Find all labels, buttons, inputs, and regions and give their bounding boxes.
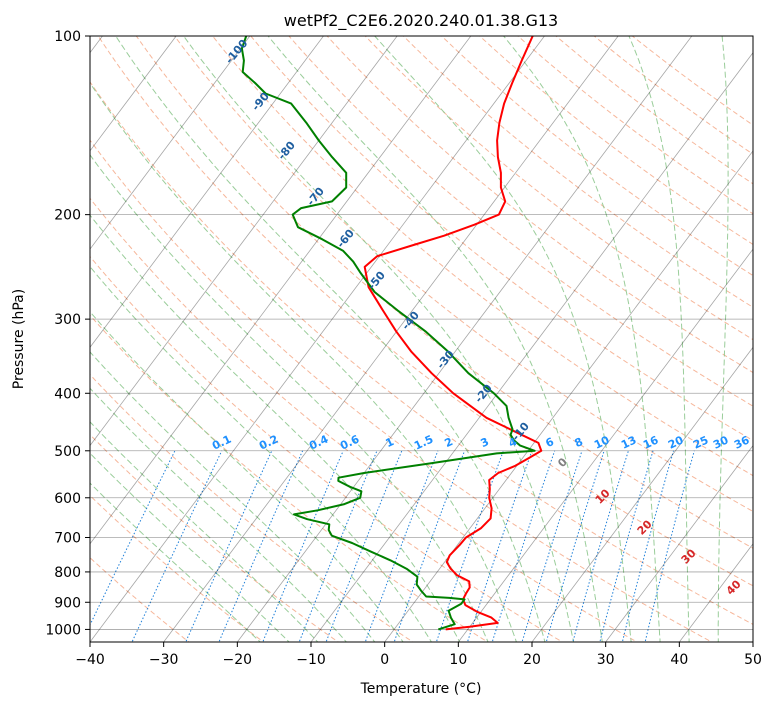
y-tick-label: 500	[54, 444, 81, 460]
isotherm-line	[310, 51, 753, 642]
mixing-ratio-label: 20	[666, 433, 686, 451]
mixing-ratio-line	[521, 450, 583, 642]
mixing-ratio-line	[621, 450, 674, 642]
mixing-ratio-line	[131, 450, 223, 642]
x-axis: −40 −30 −20 −10 0 10 20 30 40 50	[75, 642, 762, 668]
isotherm-line	[384, 150, 753, 642]
moist-adiabat-line	[90, 421, 319, 642]
dry-adiabat-line	[90, 255, 564, 642]
moist-adiabat-line	[183, 36, 575, 642]
x-tick-label: 40	[670, 652, 688, 668]
y-tick-label: 900	[54, 595, 81, 611]
mixing-ratio-line	[491, 450, 556, 642]
moist-adiabat-line	[90, 265, 432, 642]
dry-adiabat-line	[97, 36, 753, 587]
dry-adiabat-line	[90, 433, 340, 642]
y-axis-label: Pressure (hPa)	[11, 289, 27, 389]
y-tick-label: 100	[54, 29, 81, 45]
moist-adiabat-line	[90, 351, 376, 642]
mixing-ratio-line	[545, 450, 605, 642]
y-tick-label: 400	[54, 386, 81, 402]
mixing-ratio-label: 36	[732, 433, 752, 451]
mixing-ratio-line	[572, 450, 629, 642]
isotherm-line	[90, 36, 251, 250]
temperature-profile-line	[363, 36, 543, 631]
mixing-ratio-label: 30	[711, 433, 731, 451]
plot-frame	[89, 35, 754, 643]
mixing-ratio-line	[364, 450, 439, 642]
moist-adiabat-line	[374, 36, 632, 642]
x-tick-label: 0	[380, 652, 389, 668]
moist-adiabat-line	[90, 482, 261, 642]
dry-adiabat-line	[90, 81, 753, 625]
x-tick-label: −40	[75, 652, 105, 668]
mixing-ratio-line	[298, 450, 378, 642]
isotherm-line	[163, 36, 619, 642]
moist-adiabat-line	[90, 387, 347, 642]
isotherm-line	[237, 36, 693, 642]
y-axis: 100 200 300 400 500 600 700 800 900 1000	[45, 29, 90, 638]
series-layer	[240, 36, 543, 631]
isotherm-line	[90, 36, 472, 545]
moist-adiabat-line	[503, 36, 661, 642]
mixing-ratio-label: 25	[691, 433, 710, 451]
moist-adiabat-line	[267, 36, 603, 642]
dry-adiabat-line	[90, 557, 190, 642]
y-tick-label: 600	[54, 491, 81, 507]
y-tick-label: 300	[54, 312, 81, 328]
isotherm-line	[90, 36, 177, 152]
moist-adiabat-line	[90, 154, 489, 642]
mixing-ratio-line	[435, 450, 504, 642]
isotherm-line	[458, 248, 753, 642]
background-lines	[90, 36, 753, 642]
mixing-ratio-line	[393, 450, 466, 642]
y-tick-label: 1000	[45, 622, 81, 638]
mixing-ratio-line	[218, 450, 304, 642]
moist-adiabat-line	[115, 36, 546, 642]
dry-adiabat-line	[135, 36, 753, 549]
x-axis-label: Temperature (°C)	[360, 681, 482, 697]
y-tick-label: 200	[54, 208, 81, 224]
isotherm-line	[90, 36, 398, 447]
isotherm-line	[605, 444, 753, 642]
mixing-ratio-label: 16	[641, 433, 661, 451]
moist-adiabat-line	[717, 36, 729, 642]
mixing-ratio-line	[90, 450, 176, 627]
dry-adiabat-line	[250, 36, 753, 442]
mixing-ratio-line	[262, 450, 344, 642]
chart-title: wetPf2_C2E6.2020.240.01.38.G13	[284, 11, 558, 31]
x-tick-label: 10	[449, 652, 467, 668]
y-tick-label: 800	[54, 565, 81, 581]
moist-adiabat-line	[90, 82, 518, 642]
x-tick-label: −20	[223, 652, 253, 668]
dewpoint-profile-line	[240, 36, 536, 631]
x-tick-label: 30	[597, 652, 615, 668]
mixing-ratio-line	[325, 450, 403, 642]
mixing-ratio-line	[185, 450, 273, 642]
moist-adiabat-line	[90, 311, 404, 642]
mixing-ratio-label: 13	[619, 433, 638, 451]
mixing-ratio-line	[644, 450, 695, 642]
isotherm-line	[531, 346, 753, 642]
x-tick-label: −10	[296, 652, 326, 668]
mixing-ratio-line	[599, 450, 654, 642]
dry-adiabat-line	[90, 139, 713, 642]
x-tick-label: 20	[523, 652, 541, 668]
y-tick-label: 700	[54, 531, 81, 547]
isotherm-line	[90, 36, 324, 348]
moist-adiabat-line	[90, 214, 461, 642]
moist-adiabat-line	[90, 452, 290, 642]
mixing-ratio-line	[466, 450, 533, 642]
dry-adiabat-line	[288, 36, 753, 407]
mixing-ratio-label: 10	[592, 433, 612, 451]
dry-adiabat-line	[402, 36, 753, 308]
dry-adiabat-line	[90, 373, 414, 642]
x-tick-label: 50	[744, 652, 762, 668]
moist-adiabat-line	[628, 36, 690, 642]
x-tick-label: −30	[149, 652, 179, 668]
isotherm-line	[90, 36, 545, 642]
dry-adiabat-line	[90, 197, 639, 642]
